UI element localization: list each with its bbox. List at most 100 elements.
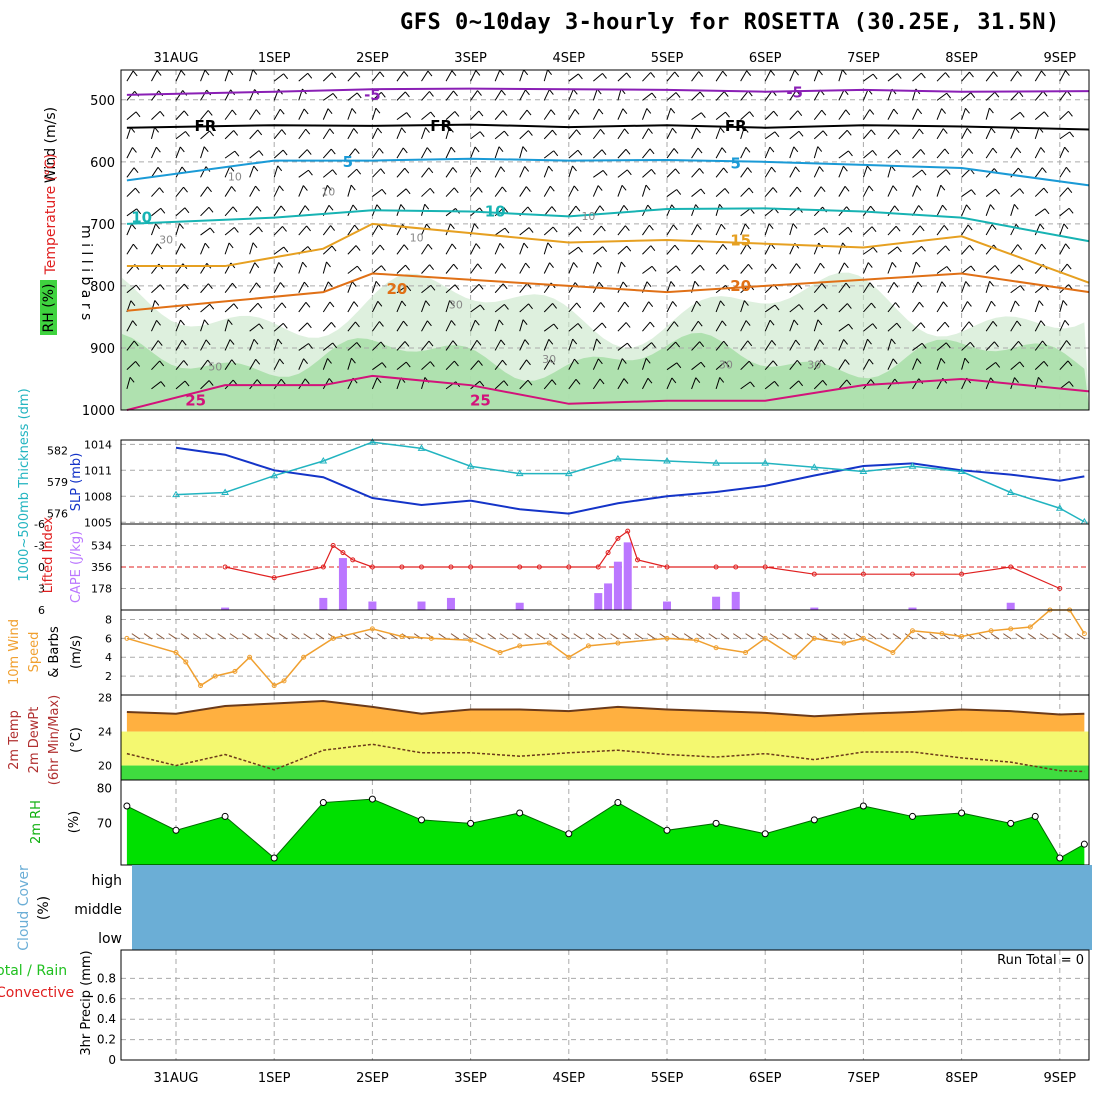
wind-barb-flag — [944, 321, 950, 328]
wind-barb — [813, 359, 822, 370]
wind-barb-flag — [844, 359, 850, 365]
wind10-barb — [880, 633, 889, 640]
wind-barb-flag — [281, 302, 287, 309]
temp-line — [126, 699, 1085, 718]
wind-barb — [347, 108, 353, 120]
wind-barb-flag — [1066, 263, 1072, 270]
rh2m-point — [1056, 854, 1064, 862]
wind-barb — [592, 262, 598, 274]
wind-barb — [494, 303, 505, 313]
wind-barb — [494, 207, 505, 217]
wind-barb-flag — [282, 149, 288, 156]
wind-barb — [642, 168, 652, 178]
wind-barb-flag — [277, 338, 283, 345]
rh2m-point — [1080, 840, 1088, 848]
wind-barb-flag — [602, 246, 608, 252]
wind-barb-flag — [406, 285, 412, 292]
wind-barb-flag — [847, 226, 853, 233]
wind-barb — [298, 358, 305, 370]
wind-barb — [126, 208, 137, 217]
wind-barb-flag — [504, 304, 509, 310]
wind-barb — [224, 303, 235, 313]
wind-barb-flag — [380, 168, 386, 175]
wind-barb-flag — [597, 261, 602, 268]
wind-barb-flag — [1062, 300, 1068, 306]
wind-barb-flag — [921, 246, 926, 252]
wind-barb — [936, 92, 947, 101]
wind-barb-flag — [793, 146, 799, 153]
wind-barb — [175, 166, 183, 178]
wind-barb — [494, 166, 502, 178]
wind10-point — [124, 635, 130, 641]
wind-barb — [568, 149, 579, 159]
wind-barb — [126, 320, 134, 332]
wind-barb-flag — [332, 342, 338, 349]
wind-barb — [421, 264, 430, 274]
wind-barb-flag — [817, 319, 823, 326]
wind-barb-flag — [846, 379, 852, 386]
wind10-point — [301, 654, 307, 660]
wind-barb-flag — [601, 322, 607, 329]
wind-barb-flag — [723, 264, 729, 271]
wind-barb-flag — [1065, 70, 1070, 76]
wind-barb — [617, 72, 627, 82]
wind10-label2: Speed — [27, 632, 42, 673]
wind-barb — [249, 150, 260, 159]
contour-label: 20 — [387, 280, 408, 298]
wind-barb — [494, 359, 503, 370]
wind-barb-flag — [180, 69, 186, 76]
wind-barb-flag — [380, 92, 386, 98]
wind-barb-flag — [918, 205, 923, 211]
wind-barb — [347, 92, 358, 101]
wind-barb-flag — [990, 204, 995, 210]
wind-barb-flag — [572, 338, 578, 345]
wind-barb-flag — [943, 301, 948, 308]
wind-barb-flag — [1063, 223, 1069, 230]
wind-barb — [494, 380, 505, 390]
wind-barb — [445, 147, 452, 159]
wind-barb-flag — [846, 303, 852, 309]
wind-barb-flag — [945, 169, 951, 175]
wind-barb — [470, 110, 480, 120]
wind-barb-flag — [449, 300, 454, 306]
wind-barb — [789, 146, 795, 159]
wind-barb — [887, 129, 896, 140]
wind-barb-flag — [748, 360, 754, 367]
wind-barb-flag — [475, 243, 481, 249]
wind-barb — [961, 204, 967, 217]
wind-barb-flag — [720, 300, 725, 307]
cape-tick: 178 — [91, 583, 112, 596]
wind-barb-flag — [375, 107, 381, 114]
wind-barb — [421, 70, 429, 82]
wind-barb-flag — [1066, 340, 1071, 346]
wind-barb — [421, 243, 429, 255]
wind-barb — [1010, 361, 1021, 371]
wind-barb-flag — [671, 377, 677, 384]
wind10-barb — [720, 633, 730, 640]
wind-barb — [372, 168, 382, 178]
contour-label: 25 — [185, 392, 206, 410]
wind-barb — [543, 379, 553, 390]
wind-barb — [200, 166, 207, 178]
wind-barb-flag — [870, 129, 876, 136]
wind-barb-flag — [475, 70, 481, 76]
wind-barb — [347, 358, 352, 370]
wind-barb — [273, 282, 281, 293]
wind-barb-flag — [674, 244, 680, 251]
wind-barb — [175, 146, 181, 159]
wind-barb — [764, 320, 771, 332]
wind-barb-flag — [159, 360, 165, 367]
wind-barb — [838, 150, 849, 159]
li-label: Lifted Index — [41, 516, 56, 593]
wind-barb — [445, 127, 450, 140]
wind-barb-flag — [724, 361, 730, 368]
wind-barb — [863, 150, 873, 159]
wind-barb — [396, 112, 407, 121]
wind-barb-flag — [277, 165, 283, 172]
wind-barb-flag — [869, 282, 875, 288]
cape-bar — [613, 561, 622, 610]
wind-barb — [151, 70, 158, 82]
wind-barb — [666, 224, 674, 236]
thickness-point — [1055, 504, 1064, 511]
wind-barb — [592, 302, 602, 313]
